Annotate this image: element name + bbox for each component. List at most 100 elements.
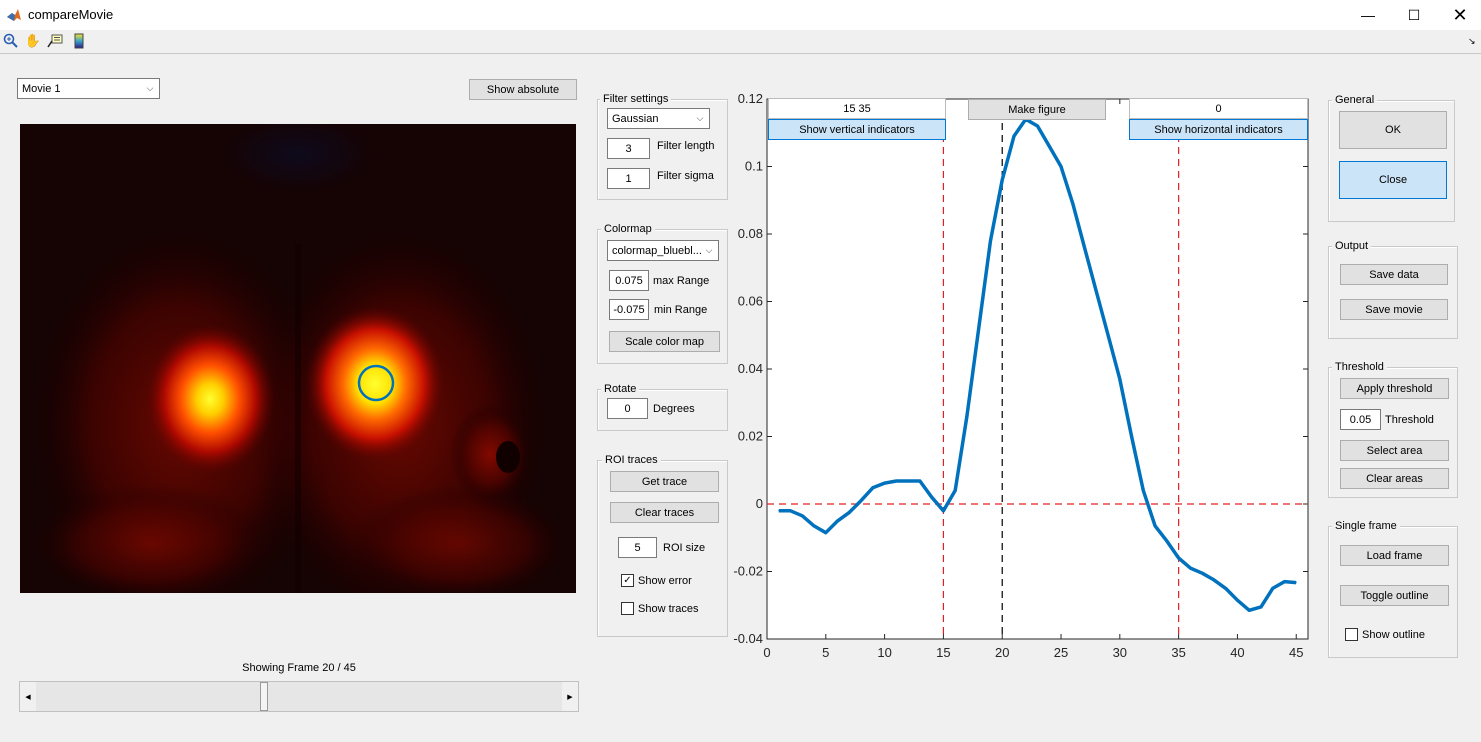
movie-frame-image[interactable] [20, 114, 576, 624]
threshold-title: Threshold [1332, 361, 1387, 373]
trace-point [825, 532, 827, 534]
y-tick-label: 0.04 [738, 361, 763, 376]
slider-left-arrow-icon[interactable]: ◀ [20, 682, 36, 711]
get-trace-button[interactable]: Get trace [610, 471, 719, 492]
trace-point [1131, 436, 1133, 437]
x-tick-label: 0 [763, 645, 770, 660]
select-area-button[interactable]: Select area [1340, 440, 1449, 461]
vertical-indicators-input[interactable]: 15 35 [768, 98, 946, 119]
show-vertical-indicators-button[interactable]: Show vertical indicators [768, 119, 946, 140]
trace-point [966, 415, 968, 417]
trace-point [848, 511, 850, 513]
x-tick-label: 45 [1289, 645, 1303, 660]
chevron-down-icon: ⌵ [146, 82, 154, 93]
rotate-degrees-input[interactable]: 0 [607, 398, 648, 419]
min-range-label: min Range [654, 304, 708, 316]
close-icon[interactable]: ✕ [1452, 4, 1468, 25]
slider-thumb[interactable] [259, 682, 268, 711]
trace-point [1060, 166, 1062, 167]
colormap-title: Colormap [601, 223, 655, 235]
roi-traces-title: ROI traces [602, 454, 661, 466]
filter-length-label: Filter length [657, 140, 715, 152]
apply-threshold-button[interactable]: Apply threshold [1340, 378, 1449, 399]
x-tick-label: 40 [1230, 645, 1244, 660]
trace-point [1225, 587, 1227, 589]
trace-point [1201, 572, 1203, 574]
trace-point [895, 480, 897, 482]
close-button[interactable]: Close [1339, 161, 1447, 199]
show-outline-label: Show outline [1362, 629, 1425, 641]
trace-point [919, 480, 921, 482]
y-tick-label: 0.12 [738, 91, 763, 106]
save-data-button[interactable]: Save data [1340, 264, 1448, 285]
make-figure-button[interactable]: Make figure [968, 99, 1106, 120]
show-outline-checkbox[interactable] [1345, 628, 1358, 641]
trace-point [942, 510, 944, 512]
trace-point [1260, 606, 1262, 608]
save-movie-button[interactable]: Save movie [1340, 299, 1448, 320]
rotate-panel [597, 389, 728, 431]
trace-point [1107, 334, 1109, 336]
y-tick-label: 0.08 [738, 226, 763, 241]
show-horizontal-indicators-button[interactable]: Show horizontal indicators [1129, 119, 1308, 140]
toolbar-expand-icon[interactable]: ↘ [1468, 36, 1476, 46]
trace-point [884, 482, 886, 484]
y-tick-label: 0.06 [738, 294, 763, 309]
ok-button[interactable]: OK [1339, 111, 1447, 149]
trace-point [1248, 609, 1250, 611]
show-error-checkbox[interactable]: ✓ [621, 574, 634, 587]
colormap-select[interactable]: colormap_bluebl... ⌵ [607, 240, 719, 261]
trace-point [1154, 525, 1156, 527]
horizontal-indicators-input[interactable]: 0 [1129, 98, 1308, 119]
general-title: General [1332, 94, 1378, 106]
threshold-input[interactable]: 0.05 [1340, 409, 1381, 430]
max-range-label: max Range [653, 275, 710, 287]
show-traces-checkbox[interactable] [621, 602, 634, 615]
trace-point [1166, 540, 1168, 542]
show-absolute-button[interactable]: Show absolute [469, 79, 577, 100]
y-tick-label: -0.02 [733, 564, 763, 579]
toggle-outline-button[interactable]: Toggle outline [1340, 585, 1449, 606]
x-tick-label: 25 [1054, 645, 1068, 660]
clear-traces-button[interactable]: Clear traces [610, 502, 719, 523]
minimize-icon[interactable]: — [1361, 7, 1375, 23]
data-cursor-icon[interactable] [46, 32, 64, 50]
slider-right-arrow-icon[interactable]: ▶ [562, 682, 578, 711]
frame-indicator-text: Showing Frame 20 / 45 [242, 662, 356, 674]
load-frame-button[interactable]: Load frame [1340, 545, 1449, 566]
window-title: compareMovie [28, 7, 114, 22]
frame-slider[interactable]: ◀ ▶ [19, 681, 579, 712]
matlab-app-icon [6, 7, 22, 23]
min-range-input[interactable]: -0.075 [609, 299, 649, 320]
x-tick-label: 5 [822, 645, 829, 660]
x-tick-label: 10 [877, 645, 891, 660]
rotate-title: Rotate [601, 383, 640, 395]
trace-point [1001, 179, 1003, 181]
roi-traces-panel [597, 460, 728, 637]
roi-size-input[interactable]: 5 [618, 537, 657, 558]
x-tick-label: 30 [1113, 645, 1127, 660]
clear-areas-button[interactable]: Clear areas [1340, 468, 1449, 489]
movie-select[interactable]: Movie 1 ⌵ [17, 78, 160, 99]
output-panel [1328, 246, 1458, 339]
filter-sigma-input[interactable]: 1 [607, 168, 650, 189]
general-panel [1328, 100, 1455, 222]
trace-point [978, 328, 980, 329]
scale-color-map-button[interactable]: Scale color map [609, 331, 720, 352]
trace-point [1048, 145, 1050, 147]
trace-point [954, 490, 956, 491]
trace-chart[interactable]: 0 5 10 15 20 25 30 35 40 45 -0.04 -0.02 0 0.02 0.04 0.0… [730, 90, 1315, 665]
pan-hand-icon[interactable]: ✋ [24, 33, 42, 48]
trace-point [1095, 290, 1097, 292]
colorbar-icon[interactable] [70, 32, 88, 50]
trace-point [1295, 582, 1297, 584]
trace-point [801, 515, 803, 517]
max-range-input[interactable]: 0.075 [609, 270, 649, 291]
filter-type-select[interactable]: Gaussian ⌵ [607, 108, 710, 129]
maximize-icon[interactable]: ☐ [1407, 6, 1421, 23]
filter-length-input[interactable]: 3 [607, 138, 650, 159]
trace-point [1189, 567, 1191, 569]
trace-point [1272, 587, 1274, 589]
trace-point [860, 500, 862, 502]
zoom-in-icon[interactable] [2, 32, 20, 50]
